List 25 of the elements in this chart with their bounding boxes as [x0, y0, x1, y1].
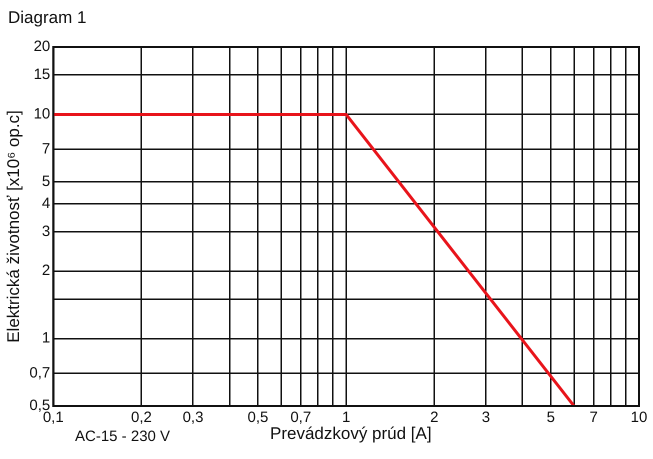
text: AC-15 - 230 V [75, 428, 170, 445]
y-tick-label: 20 [34, 38, 50, 56]
y-tick-label: 0,7 [29, 364, 50, 382]
x-tick-label: 2 [430, 409, 438, 426]
y-tick-label: 3 [42, 222, 50, 240]
y-tick-label: 5 [42, 173, 50, 190]
y-tick-label: 2 [42, 262, 50, 280]
x-tick-label: 0,1 [42, 409, 64, 426]
x-tick-label: 3 [482, 409, 490, 426]
x-tick-label: 0,7 [290, 409, 312, 426]
y-tick-label: 7 [42, 140, 50, 158]
y-tick-label: 1 [42, 330, 50, 347]
x-tick-label: 5 [546, 409, 556, 426]
x-tick-label: 10 [630, 409, 648, 426]
y-tick-label: 4 [42, 194, 50, 212]
x-tick-label: 0,5 [248, 409, 268, 426]
x-tick-label: 0,2 [130, 409, 152, 426]
x-tick-label: 7 [589, 409, 598, 426]
y-tick-label: 15 [34, 66, 50, 84]
y-axis-title: Elektrická životnosť [x10⁶ op.c] [4, 110, 23, 343]
x-tick-label: 0,3 [182, 409, 204, 426]
x-tick-label: 1 [342, 409, 350, 426]
chart-title: Diagram 1 [8, 8, 86, 28]
y-tick-label: 10 [34, 106, 50, 123]
x-axis-title: Prevádzkový prúd [A] [270, 424, 432, 444]
